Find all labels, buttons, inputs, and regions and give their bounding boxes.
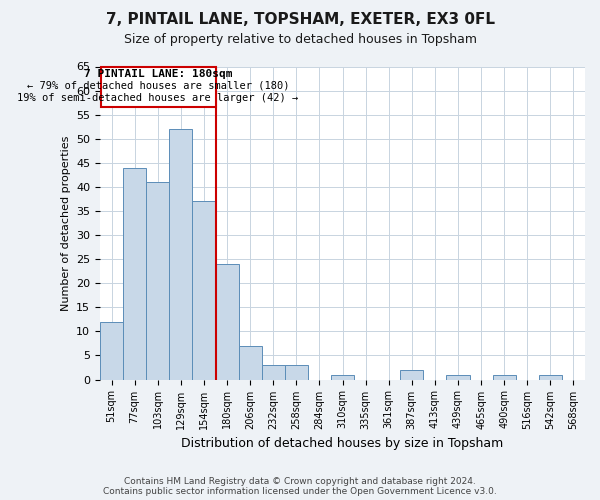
Text: 7 PINTAIL LANE: 180sqm: 7 PINTAIL LANE: 180sqm <box>84 69 232 79</box>
Y-axis label: Number of detached properties: Number of detached properties <box>61 136 71 310</box>
Text: Contains HM Land Registry data © Crown copyright and database right 2024.: Contains HM Land Registry data © Crown c… <box>124 477 476 486</box>
FancyBboxPatch shape <box>101 66 215 108</box>
Bar <box>193 202 215 380</box>
Bar <box>215 264 239 380</box>
Text: 7, PINTAIL LANE, TOPSHAM, EXETER, EX3 0FL: 7, PINTAIL LANE, TOPSHAM, EXETER, EX3 0F… <box>106 12 494 28</box>
Bar <box>446 375 470 380</box>
Text: Contains public sector information licensed under the Open Government Licence v3: Contains public sector information licen… <box>103 487 497 496</box>
Bar <box>493 375 516 380</box>
Bar <box>539 375 562 380</box>
Bar <box>331 375 354 380</box>
Text: 19% of semi-detached houses are larger (42) →: 19% of semi-detached houses are larger (… <box>17 93 299 103</box>
Bar <box>146 182 169 380</box>
Bar <box>262 365 285 380</box>
Text: ← 79% of detached houses are smaller (180): ← 79% of detached houses are smaller (18… <box>27 81 289 91</box>
Bar <box>285 365 308 380</box>
Bar <box>400 370 424 380</box>
Bar <box>100 322 123 380</box>
Bar <box>123 168 146 380</box>
Text: Size of property relative to detached houses in Topsham: Size of property relative to detached ho… <box>124 32 476 46</box>
X-axis label: Distribution of detached houses by size in Topsham: Distribution of detached houses by size … <box>181 437 503 450</box>
Bar <box>239 346 262 380</box>
Bar <box>169 129 193 380</box>
